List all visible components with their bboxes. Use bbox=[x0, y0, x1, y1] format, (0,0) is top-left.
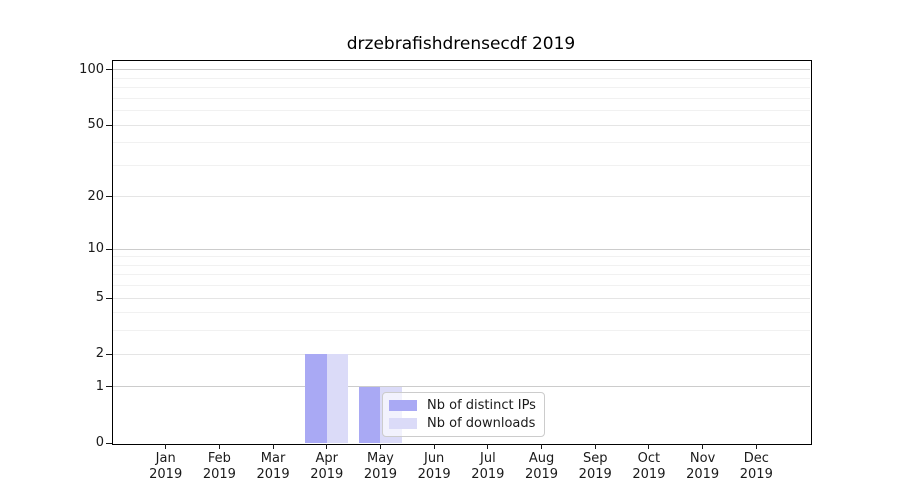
legend-item-0: Nb of distinct IPs bbox=[389, 398, 538, 413]
x-tick-mark bbox=[755, 444, 757, 449]
x-tick-mark bbox=[165, 444, 167, 449]
bar-may-series-0 bbox=[358, 386, 381, 443]
x-tick-label-apr: Apr 2019 bbox=[299, 451, 355, 483]
gridline-minor bbox=[113, 142, 810, 144]
gridline-minor bbox=[113, 256, 810, 258]
x-tick-month: Jul bbox=[480, 451, 496, 466]
x-tick-label-mar: Mar 2019 bbox=[245, 451, 301, 483]
x-tick-year: 2019 bbox=[202, 467, 236, 482]
x-tick-label-jan: Jan 2019 bbox=[138, 451, 194, 483]
x-tick-month: Feb bbox=[207, 451, 231, 466]
gridline-mid bbox=[113, 297, 810, 299]
x-tick-month: Apr bbox=[315, 451, 339, 466]
x-tick-year: 2019 bbox=[686, 467, 720, 482]
x-tick-label-sep: Sep 2019 bbox=[567, 451, 623, 483]
gridline-minor bbox=[113, 264, 810, 266]
y-tick-mark bbox=[106, 442, 112, 444]
y-tick-label-5: 5 bbox=[95, 290, 104, 306]
x-tick-label-jun: Jun 2019 bbox=[406, 451, 462, 483]
y-tick-label-50: 50 bbox=[87, 117, 104, 133]
x-tick-month: Nov bbox=[689, 451, 716, 466]
y-tick-label-2: 2 bbox=[95, 346, 104, 362]
gridline-major bbox=[113, 248, 810, 250]
y-tick-mark bbox=[106, 69, 112, 71]
gridline-major bbox=[113, 386, 810, 388]
x-tick-mark bbox=[433, 444, 435, 449]
gridline-mid bbox=[113, 124, 810, 126]
x-tick-year: 2019 bbox=[524, 467, 559, 482]
x-tick-mark bbox=[702, 444, 704, 449]
plot-area bbox=[112, 60, 812, 445]
gridline-minor bbox=[113, 110, 810, 112]
chart-title: drzebrafishdrensecdf 2019 bbox=[346, 34, 576, 54]
bar-apr-series-0 bbox=[305, 354, 327, 443]
x-tick-label-nov: Nov 2019 bbox=[675, 451, 731, 483]
x-tick-label-aug: Aug 2019 bbox=[514, 451, 570, 483]
x-tick-label-may: May 2019 bbox=[352, 451, 408, 483]
legend-swatch-icon bbox=[389, 418, 417, 430]
x-tick-mark bbox=[272, 444, 274, 449]
x-tick-year: 2019 bbox=[739, 467, 773, 482]
x-tick-month: Aug bbox=[528, 451, 555, 466]
legend: Nb of distinct IPs Nb of downloads bbox=[382, 392, 545, 437]
gridline-major bbox=[113, 69, 810, 71]
x-tick-month: May bbox=[367, 451, 394, 466]
x-tick-label-dec: Dec 2019 bbox=[728, 451, 784, 483]
bar-apr-series-1 bbox=[326, 354, 349, 443]
x-tick-year: 2019 bbox=[417, 467, 451, 482]
gridline-minor bbox=[113, 285, 810, 287]
x-tick-month: Dec bbox=[743, 451, 769, 466]
gridline-minor bbox=[113, 87, 810, 89]
gridline-minor bbox=[113, 274, 810, 276]
y-tick-label-1: 1 bbox=[95, 378, 104, 394]
y-tick-mark bbox=[106, 248, 112, 250]
gridline-minor bbox=[113, 164, 810, 166]
x-tick-mark bbox=[541, 444, 543, 449]
x-tick-mark bbox=[326, 444, 328, 449]
legend-swatch-icon bbox=[389, 399, 417, 411]
y-tick-mark bbox=[106, 196, 112, 198]
gridline-mid bbox=[113, 196, 810, 198]
gridline-mid bbox=[113, 353, 810, 355]
x-tick-year: 2019 bbox=[632, 467, 666, 482]
legend-item-1: Nb of downloads bbox=[389, 416, 538, 431]
x-tick-mark bbox=[487, 444, 489, 449]
gridline-minor bbox=[113, 330, 810, 332]
gridline-minor bbox=[113, 312, 810, 314]
x-tick-mark bbox=[648, 444, 650, 449]
x-tick-year: 2019 bbox=[256, 467, 290, 482]
y-tick-label-10: 10 bbox=[87, 241, 104, 257]
x-tick-mark bbox=[379, 444, 381, 449]
x-tick-label-jul: Jul 2019 bbox=[460, 451, 516, 483]
x-tick-month: Jun bbox=[423, 451, 445, 466]
legend-label: Nb of downloads bbox=[427, 416, 536, 432]
y-tick-mark bbox=[106, 124, 112, 126]
y-tick-label-20: 20 bbox=[87, 188, 104, 204]
gridline-minor bbox=[113, 77, 810, 79]
x-tick-month: Jan bbox=[155, 451, 176, 466]
x-tick-month: Sep bbox=[582, 451, 608, 466]
y-tick-mark bbox=[106, 353, 112, 355]
y-tick-label-0: 0 bbox=[95, 435, 104, 450]
y-tick-label-100: 100 bbox=[79, 61, 104, 77]
x-tick-year: 2019 bbox=[578, 467, 612, 482]
x-tick-year: 2019 bbox=[310, 467, 344, 482]
x-tick-label-oct: Oct 2019 bbox=[621, 451, 677, 483]
x-tick-month: Mar bbox=[260, 451, 286, 466]
x-tick-year: 2019 bbox=[471, 467, 505, 482]
gridline-minor bbox=[113, 97, 810, 99]
x-tick-label-feb: Feb 2019 bbox=[191, 451, 247, 483]
x-tick-year: 2019 bbox=[363, 467, 397, 482]
x-tick-mark bbox=[594, 444, 596, 449]
x-tick-month: Oct bbox=[637, 451, 661, 466]
x-tick-year: 2019 bbox=[149, 467, 183, 482]
y-tick-mark bbox=[106, 386, 112, 388]
x-tick-mark bbox=[218, 444, 220, 449]
y-tick-mark bbox=[106, 297, 112, 299]
legend-label: Nb of distinct IPs bbox=[427, 397, 536, 413]
